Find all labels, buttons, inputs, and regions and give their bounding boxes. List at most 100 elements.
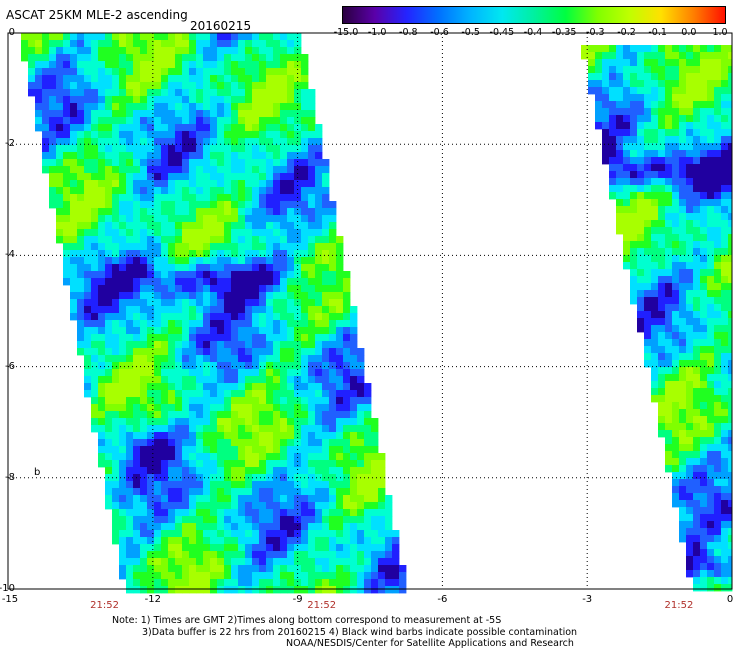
- swath-cell: [112, 474, 120, 482]
- swath-cell: [287, 152, 295, 160]
- swath-cell: [231, 474, 239, 482]
- swath-cell: [714, 360, 722, 368]
- swath-cell: [287, 453, 295, 461]
- plot-frame: [7, 32, 733, 590]
- swath-cell: [721, 283, 729, 291]
- swath-cell: [217, 271, 225, 279]
- swath-cell: [119, 278, 127, 286]
- swath-cell: [308, 194, 316, 202]
- swath-cell: [175, 89, 183, 97]
- swath-cell: [91, 229, 99, 237]
- swath-cell: [231, 215, 239, 223]
- swath-cell: [154, 159, 162, 167]
- swath-cell: [91, 75, 99, 83]
- swath-cell: [385, 551, 393, 559]
- swath-cell: [721, 129, 729, 137]
- swath-cell: [357, 467, 365, 475]
- swath-cell: [336, 271, 344, 279]
- swath-cell: [287, 89, 295, 97]
- swath-cell: [672, 318, 680, 326]
- swath-cell: [147, 250, 155, 258]
- swath-cell: [322, 502, 330, 510]
- swath-cell: [196, 285, 204, 293]
- swath-cell: [77, 96, 85, 104]
- swath-cell: [189, 439, 197, 447]
- swath-cell: [98, 334, 106, 342]
- swath-cell: [77, 47, 85, 55]
- swath-cell: [721, 367, 729, 375]
- swath-cell: [714, 311, 722, 319]
- swath-cell: [280, 418, 288, 426]
- swath-cell: [273, 131, 281, 139]
- swath-cell: [203, 131, 211, 139]
- swath-cell: [133, 502, 141, 510]
- swath-cell: [308, 215, 316, 223]
- swath-cell: [238, 194, 246, 202]
- swath-cell: [70, 47, 78, 55]
- swath-cell: [259, 453, 267, 461]
- swath-cell: [693, 248, 701, 256]
- swath-cell: [301, 313, 309, 321]
- swath-cell: [686, 248, 694, 256]
- swath-cell: [161, 243, 169, 251]
- swath-cell: [217, 152, 225, 160]
- swath-cell: [196, 495, 204, 503]
- swath-cell: [252, 103, 260, 111]
- swath-cell: [637, 164, 645, 172]
- swath-cell: [609, 45, 617, 53]
- swath-cell: [658, 325, 666, 333]
- swath-cell: [168, 229, 176, 237]
- swath-cell: [224, 404, 232, 412]
- swath-cell: [273, 33, 281, 41]
- swath-cell: [294, 355, 302, 363]
- swath-cell: [140, 362, 148, 370]
- swath-cell: [203, 40, 211, 48]
- swath-cell: [686, 444, 694, 452]
- swath-cell: [707, 472, 715, 480]
- swath-cell: [672, 388, 680, 396]
- swath-cell: [637, 66, 645, 74]
- swath-cell: [245, 481, 253, 489]
- swath-cell: [245, 250, 253, 258]
- swath-cell: [98, 145, 106, 153]
- swath-cell: [147, 404, 155, 412]
- swath-cell: [119, 551, 127, 559]
- swath-cell: [224, 96, 232, 104]
- swath-cell: [91, 397, 99, 405]
- swath-cell: [294, 299, 302, 307]
- swath-cell: [644, 178, 652, 186]
- swath-cell: [616, 157, 624, 165]
- swath-cell: [154, 299, 162, 307]
- swath-cell: [322, 404, 330, 412]
- swath-cell: [287, 474, 295, 482]
- swath-cell: [308, 166, 316, 174]
- swath-cell: [175, 208, 183, 216]
- swath-cell: [245, 208, 253, 216]
- swath-cell: [42, 89, 50, 97]
- swath-cell: [609, 157, 617, 165]
- swath-cell: [203, 460, 211, 468]
- swath-cell: [287, 299, 295, 307]
- swath-cell: [119, 299, 127, 307]
- swath-cell: [189, 320, 197, 328]
- swath-cell: [231, 187, 239, 195]
- swath-cell: [189, 215, 197, 223]
- swath-cell: [308, 495, 316, 503]
- swath-cell: [672, 206, 680, 214]
- swath-cell: [322, 327, 330, 335]
- swath-cell: [630, 94, 638, 102]
- swath-cell: [252, 110, 260, 118]
- swath-cell: [224, 432, 232, 440]
- swath-cell: [315, 544, 323, 552]
- swath-cell: [728, 129, 733, 137]
- swath-cell: [658, 136, 666, 144]
- swath-cell: [252, 341, 260, 349]
- swath-cell: [301, 82, 309, 90]
- swath-cell: [728, 185, 733, 193]
- swath-cell: [700, 409, 708, 417]
- swath-cell: [700, 500, 708, 508]
- swath-cell: [259, 306, 267, 314]
- swath-cell: [252, 537, 260, 545]
- swath-cell: [231, 369, 239, 377]
- swath-cell: [273, 138, 281, 146]
